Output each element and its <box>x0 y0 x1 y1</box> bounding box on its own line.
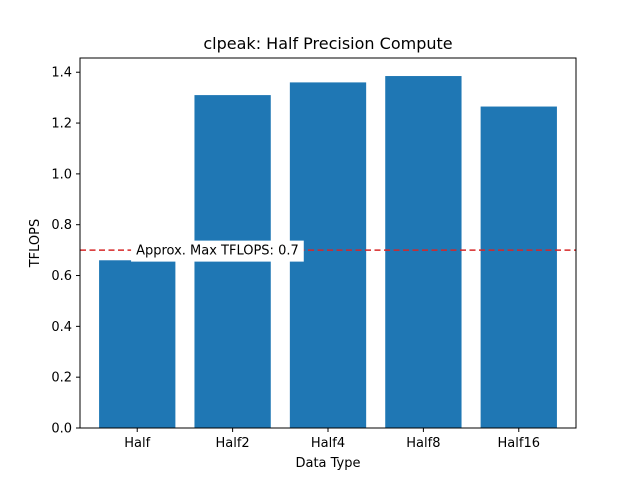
y-tick-label: 0.2 <box>51 371 72 386</box>
x-axis-label: Data Type <box>295 456 360 471</box>
y-tick-label: 0.4 <box>51 320 72 335</box>
y-axis-ticks: 0.0 0.2 0.4 0.6 0.8 1.0 1.2 1.4 <box>51 66 80 437</box>
y-tick-label: 0.0 <box>51 422 72 437</box>
y-tick-label: 1.4 <box>51 66 72 81</box>
y-tick-label: 0.6 <box>51 269 72 284</box>
reference-label-box <box>131 240 304 262</box>
x-tick-label: Half16 <box>498 436 540 451</box>
reference-line-group: Approx. Max TFLOPS: 0.7 <box>80 240 576 262</box>
x-tick-label: Half8 <box>406 436 440 451</box>
y-tick-label: 1.0 <box>51 167 72 182</box>
x-tick-label: Half <box>124 436 150 451</box>
bar-half <box>99 260 176 428</box>
x-tick-label: Half4 <box>311 436 345 451</box>
y-axis-label: TFLOPS <box>28 219 43 269</box>
x-axis-ticks: Half Half2 Half4 Half8 Half16 <box>124 428 540 451</box>
chart-title: clpeak: Half Precision Compute <box>203 34 452 53</box>
reference-label: Approx. Max TFLOPS: 0.7 <box>136 244 299 259</box>
y-tick-label: 0.8 <box>51 218 72 233</box>
bar-half8 <box>385 76 462 428</box>
x-tick-label: Half2 <box>216 436 250 451</box>
y-tick-label: 1.2 <box>51 117 72 132</box>
bar-half16 <box>480 106 557 428</box>
